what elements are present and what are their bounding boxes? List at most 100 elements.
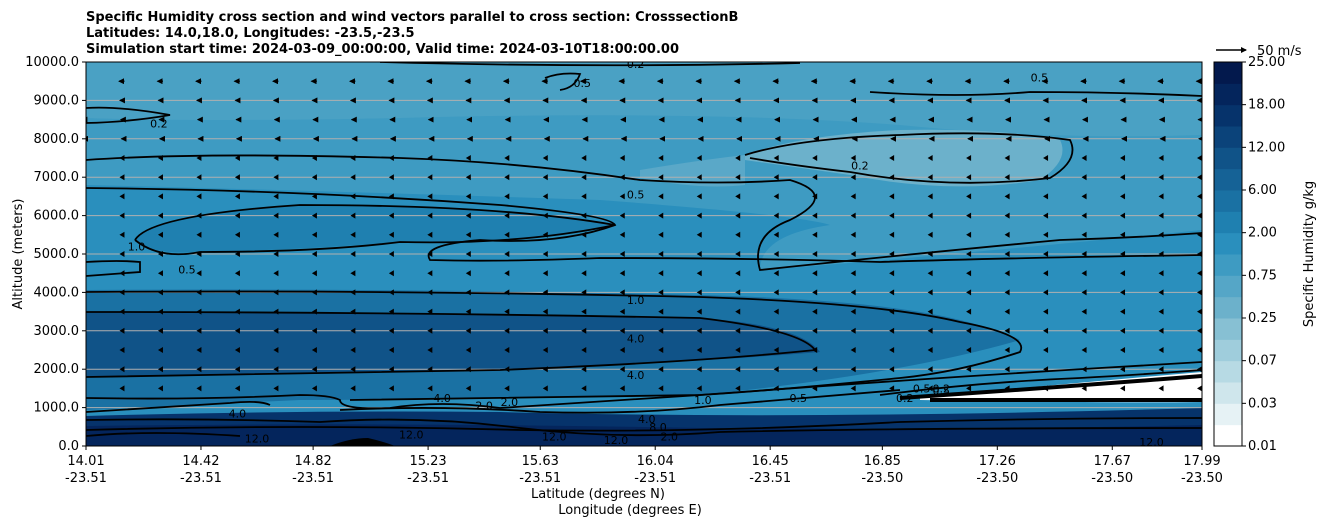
wind-vector [1081, 251, 1087, 257]
wind-vector [504, 327, 510, 334]
wind-vector [1043, 347, 1049, 353]
wind-vector [157, 231, 163, 238]
wind-vector [850, 174, 856, 181]
wind-vector [234, 251, 240, 257]
contour-2.0 [339, 389, 901, 414]
x-tick-label-lat: 16.85 [864, 454, 901, 469]
wind-vector [350, 385, 356, 392]
wind-vector [1004, 385, 1010, 392]
wind-vector [658, 347, 664, 353]
dry-tongue-fill-2 [640, 155, 745, 187]
wind-vector [465, 251, 471, 257]
wind-vector [889, 308, 895, 315]
wind-vector [927, 327, 933, 334]
wind-vector [850, 327, 856, 334]
wind-vector [735, 270, 741, 277]
wind-vector [427, 212, 433, 219]
contour-0.2-tongue [744, 132, 1074, 184]
wind-vector [504, 385, 510, 392]
wind-vector [735, 155, 741, 161]
x-tick-label-lon: -23.51 [519, 471, 561, 486]
wind-vector [1043, 174, 1049, 181]
wind-vector [1197, 193, 1202, 200]
wind-vector [504, 251, 510, 257]
wind-vector [1120, 327, 1126, 334]
wind-vector [388, 212, 394, 219]
wind-vector [388, 270, 394, 277]
x-tick-label-lon: -23.51 [292, 471, 334, 486]
wind-vector [1004, 231, 1010, 238]
wind-vector [773, 212, 779, 219]
wind-vector [119, 174, 125, 181]
wind-vector [773, 251, 779, 257]
wind-vector [619, 155, 625, 161]
x-tick-label-lat: 16.45 [752, 454, 789, 469]
colorbar: 0.01 0.03 0.07 0.25 0.75 2.00 6.00 12.00 18.00 25… [1213, 55, 1285, 454]
wind-vector [119, 231, 125, 238]
contour-label: 0.5 [178, 263, 196, 276]
wind-vector [196, 251, 202, 257]
wind-vector [1120, 193, 1126, 200]
wind-vector [581, 231, 587, 238]
wind-vector [311, 366, 317, 373]
wind-vector [735, 308, 741, 315]
wind-vector [696, 174, 702, 181]
wind-vector [119, 251, 125, 257]
wind-vector [619, 347, 625, 353]
wind-vector [196, 231, 202, 238]
wind-vector [927, 366, 933, 373]
wind-vector [157, 193, 163, 200]
colorbar-swatch [1214, 254, 1242, 276]
contour-label: 4.0 [627, 332, 645, 345]
wind-vector [1081, 212, 1087, 219]
wind-vector [1043, 308, 1049, 315]
colorbar-swatch [1214, 83, 1242, 106]
wind-vector [504, 366, 510, 373]
wind-vector [581, 347, 587, 353]
x-tick-label-lat: 17.26 [979, 454, 1016, 469]
wind-vector [773, 289, 779, 296]
wind-vector [311, 308, 317, 315]
wind-vector [1004, 347, 1010, 353]
wind-vector [619, 289, 625, 296]
wind-vector [1081, 270, 1087, 277]
wind-vector [1158, 385, 1164, 392]
wind-vector [427, 289, 433, 296]
wind-vector [273, 155, 279, 161]
wind-vector [388, 366, 394, 373]
wind-vector [234, 289, 240, 296]
colorbar-tick-label: 2.00 [1248, 226, 1277, 241]
wind-vector [119, 385, 125, 392]
x-tick-label-lat: 16.04 [637, 454, 674, 469]
wind-vector [619, 327, 625, 334]
contour-label: 12.0 [542, 430, 567, 443]
wind-vector [542, 155, 548, 161]
wind-vector [850, 366, 856, 373]
colorbar-label: Specific Humidity g/kg [1302, 181, 1317, 327]
wind-vector [1158, 155, 1164, 161]
wind-vector [581, 308, 587, 315]
contour-moist-pocket [134, 204, 616, 256]
chart-title-line-2: Latitudes: 14.0,18.0, Longitudes: -23.5,… [86, 26, 415, 41]
contour-1.0-left [86, 260, 141, 277]
y-tick-label: 8000.0 [34, 132, 80, 147]
wind-vector [388, 231, 394, 238]
wind-vector [581, 270, 587, 277]
wind-vector [1004, 174, 1010, 181]
wind-vector [350, 270, 356, 277]
colorbar-swatch [1214, 339, 1242, 362]
colorbar-tick-label: 0.25 [1248, 311, 1277, 326]
x-tick-label-lat: 15.23 [409, 454, 446, 469]
wind-vector [465, 231, 471, 238]
wind-vector [273, 366, 279, 373]
colorbar-swatch [1214, 62, 1242, 84]
wind-vector [196, 193, 202, 200]
wind-vector [889, 212, 895, 219]
wind-vector [889, 174, 895, 181]
wind-vector [696, 212, 702, 219]
wind-vector [234, 308, 240, 315]
contour-label: 0.5 [1031, 71, 1049, 84]
contour-label: 2.0 [660, 430, 678, 443]
wind-vector [465, 366, 471, 373]
wind-vector [465, 155, 471, 161]
